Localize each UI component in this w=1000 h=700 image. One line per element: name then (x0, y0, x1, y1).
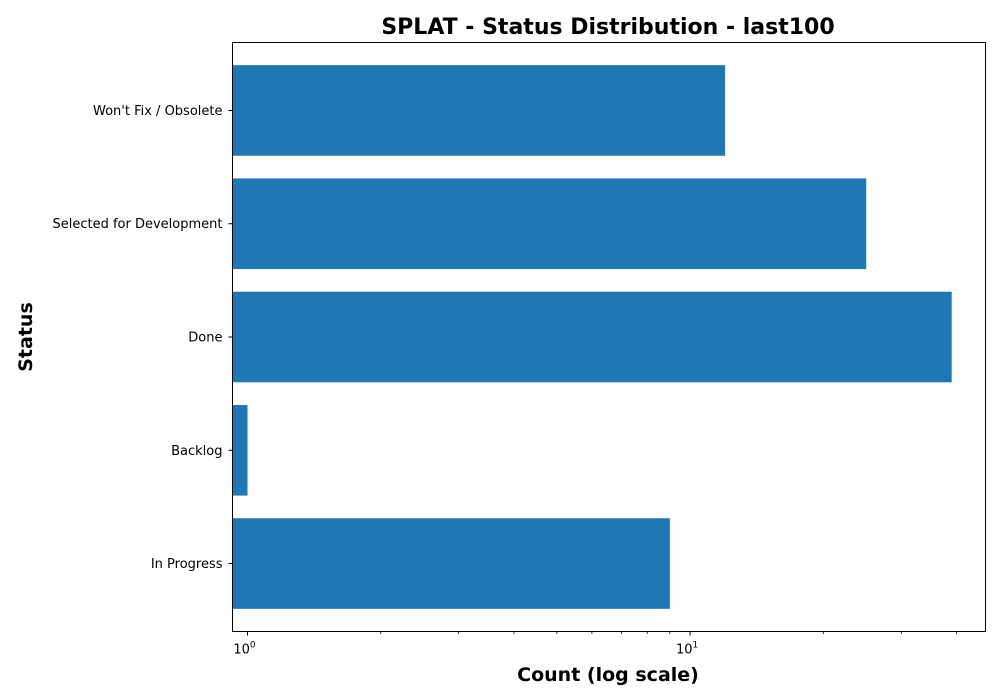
x-tick-label: 101 (676, 641, 698, 658)
x-tick-label: 100 (233, 641, 256, 658)
y-tick-label: Done (188, 331, 222, 346)
ticks-layer: In Progress Backlog Done Selected for Devel… (52, 104, 957, 658)
bar-done (232, 291, 952, 383)
y-tick-label: Backlog (171, 444, 222, 459)
plot-area-frame (232, 42, 986, 632)
bar-selected-for-development (232, 178, 867, 270)
bars-layer (232, 65, 952, 609)
x-axis-label: Count (log scale) (517, 664, 699, 686)
bar-won-t-fix-obsolete (232, 65, 726, 156)
y-tick-label: In Progress (151, 557, 223, 572)
chart-title: SPLAT - Status Distribution - last100 (381, 15, 834, 40)
y-axis-label: Status (15, 302, 37, 372)
y-tick-label: Selected for Development (52, 217, 222, 232)
y-tick-label: Won't Fix / Obsolete (93, 104, 223, 119)
bar-in-progress (232, 518, 670, 609)
bar-backlog (232, 404, 248, 496)
